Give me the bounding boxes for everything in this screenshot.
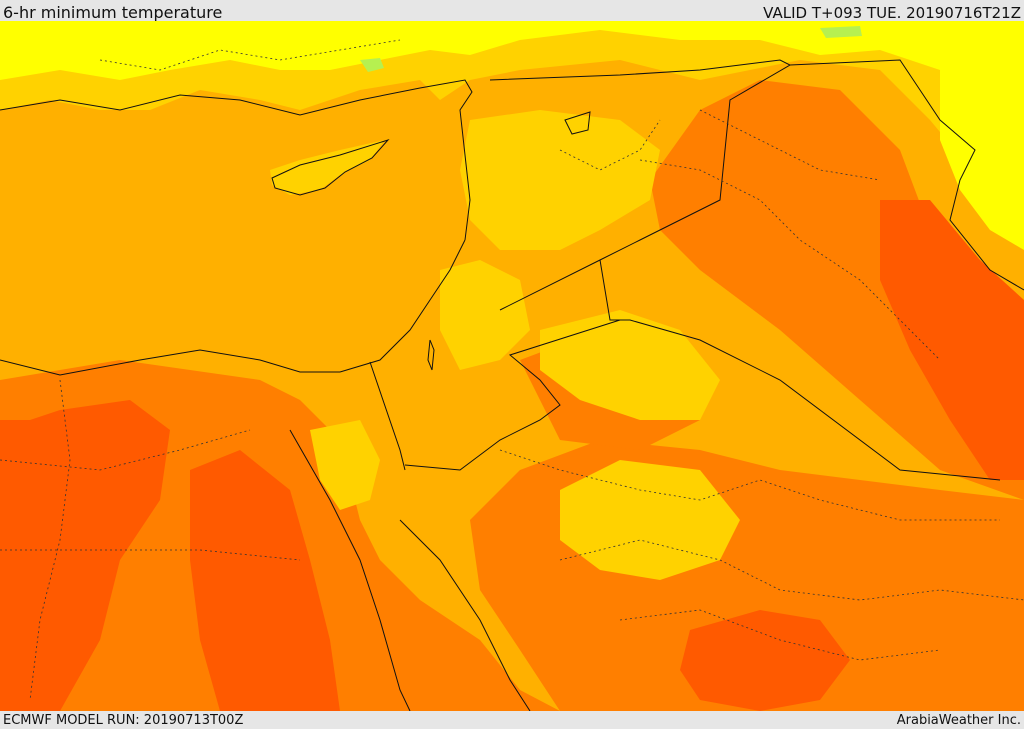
warmest-zone-saudi-south [680,610,850,711]
warmest-zone-egypt-east [190,450,340,711]
iraq-syria-border [489,59,792,311]
warmest-zone-red-sea [0,420,50,480]
red-sea-coast-east [399,519,531,711]
jordan-saudi-border [599,259,1001,481]
warm-zone-sinai [310,420,380,510]
temperature-map[interactable] [0,21,1024,711]
egypt-coast [0,349,340,376]
turkey-coast [0,79,473,241]
warm-zone-turkey [0,21,1024,200]
province-borders [0,39,1024,701]
cyprus-outline [271,138,390,196]
warmest-zone-egypt-west [0,400,170,711]
warm-zone-jordan [540,310,720,420]
valid-time: VALID T+093 TUE. 20190716T21Z [763,4,1021,22]
map-title: 6-hr minimum temperature [3,3,223,22]
cool-zone-turkey-1 [360,58,384,72]
warm-zone-cyprus [270,140,385,195]
warm-zone-levant [440,260,530,370]
country-borders [0,59,1024,711]
model-run-label: ECMWF MODEL RUN: 20190713T00Z [3,713,244,728]
sinai-border [369,361,406,471]
warm-zone-syria [460,110,660,250]
warmest-zone-iraq [880,200,1024,480]
credit-label: ArabiaWeather Inc. [896,713,1021,728]
cool-zone-turkey-2 [820,26,862,38]
jordan-border-1 [404,319,621,471]
dead-sea-outline [427,339,435,371]
lake-van-outline [564,111,591,135]
warm-zone-saudi [560,460,740,580]
levant-coast [339,239,466,373]
footer-bar: ECMWF MODEL RUN: 20190713T00Z ArabiaWeat… [0,711,1024,729]
iran-border [789,59,1024,291]
header-bar: 6-hr minimum temperature VALID T+093 TUE… [0,0,1024,22]
hot-zone-iraq [650,80,1024,500]
red-sea-coast [289,429,411,711]
mild-zone-turkey [0,21,1024,130]
mild-zone-zagros [940,70,1024,250]
